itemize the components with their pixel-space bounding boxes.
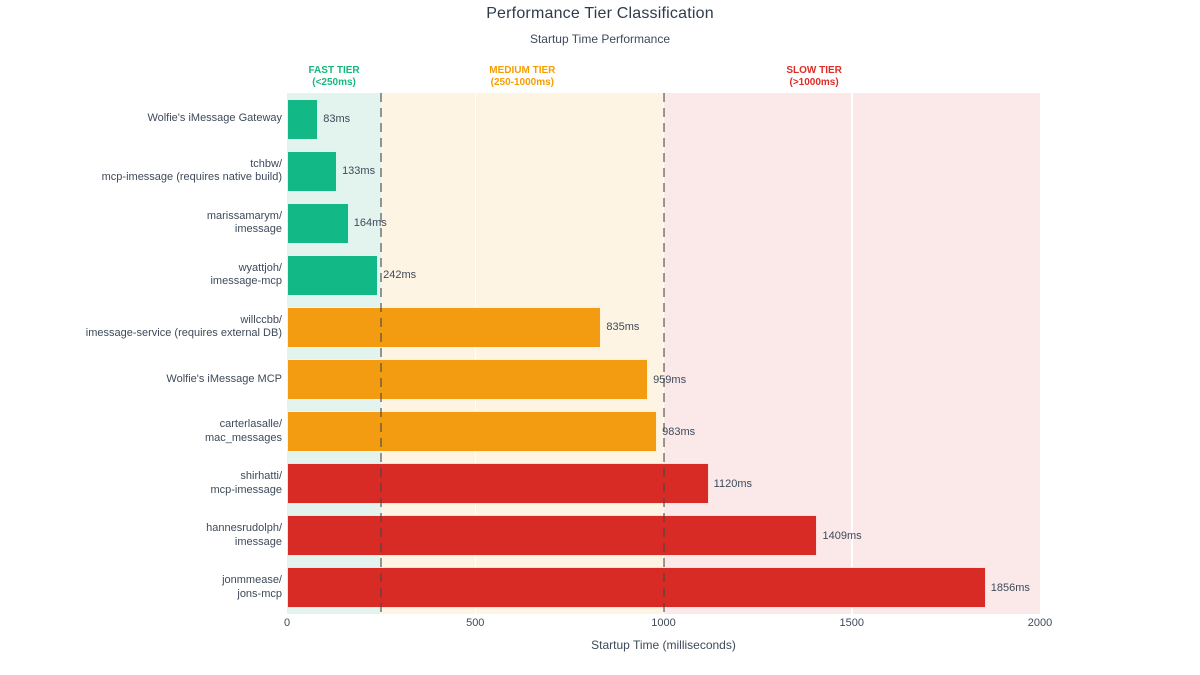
- bar-1: [287, 98, 319, 140]
- bar-value-9: 1409ms: [822, 529, 862, 542]
- x-axis-ticks: 0 500 1000 1500 2000: [283, 617, 1052, 631]
- tier-label-medium: MEDIUM TIER (250-1000ms): [489, 65, 555, 89]
- tier-label-fast-range: (<250ms): [312, 77, 356, 88]
- bar-10: [287, 567, 986, 609]
- bar-value-8: 1120ms: [713, 477, 752, 490]
- x-tick-2000: 2000: [1027, 617, 1053, 629]
- tier-label-fast: FAST TIER (<250ms): [309, 65, 360, 89]
- bar-value-3: 164ms: [353, 217, 387, 230]
- bar-value-10: 1856ms: [990, 581, 1030, 594]
- category-label-10: jonmmease/ jons-mcp: [222, 574, 282, 600]
- tier-guide-1000ms: [662, 93, 665, 614]
- gridline-1500: [851, 93, 853, 614]
- tier-label-slow-range: (>1000ms): [789, 77, 839, 88]
- category-label-7: carterlasalle/ mac_messages: [204, 418, 282, 444]
- x-tick-1500: 1500: [839, 617, 864, 629]
- bar-value-1: 83ms: [323, 113, 351, 126]
- category-label-5: willccbb/ imessage-service (requires ext…: [85, 313, 282, 340]
- bar-value-2: 133ms: [342, 165, 376, 178]
- tier-label-medium-range: (250-1000ms): [490, 77, 554, 88]
- bar-value-5: 835ms: [606, 321, 640, 334]
- tier-label-fast-name: FAST TIER: [308, 65, 360, 76]
- x-axis-title: Startup Time (milliseconds): [591, 638, 736, 652]
- category-label-1: Wolfie's iMessage Gateway: [147, 112, 282, 125]
- bar-8: [287, 463, 709, 505]
- category-label-8: shirhatti/ mcp-imessage: [210, 470, 282, 496]
- bar-7: [287, 411, 658, 453]
- category-label-4: wyattjoh/ imessage-mcp: [210, 261, 282, 288]
- bar-4: [287, 254, 379, 296]
- x-tick-500: 500: [466, 617, 485, 629]
- category-label-9: hannesrudolph/ imessage: [206, 522, 282, 548]
- category-axis-labels: Wolfie's iMessage Gateway tchbw/ mcp-imes…: [0, 93, 282, 614]
- bar-value-4: 242ms: [383, 269, 417, 282]
- plot-area: 83ms 133ms 164ms 242ms 835ms 959ms 983ms 1120ms…: [287, 93, 1040, 614]
- category-label-2: tchbw/ mcp-imessage (requires native bui…: [101, 157, 282, 184]
- bar-value-7: 983ms: [662, 425, 696, 438]
- chart-subtitle: Startup Time Performance: [529, 32, 671, 46]
- bar-6: [287, 359, 649, 401]
- tier-annotations: FAST TIER (<250ms) MEDIUM TIER (250-1000ms)…: [287, 65, 1040, 91]
- category-label-3: marissamarym/ imessage: [206, 209, 282, 236]
- x-tick-1000: 1000: [651, 617, 676, 629]
- bar-2: [287, 150, 338, 192]
- category-label-6: Wolfie's iMessage MCP: [166, 372, 282, 385]
- bar-value-6: 959ms: [653, 373, 687, 386]
- bar-3: [287, 202, 349, 244]
- tier-guide-250ms: [380, 93, 383, 614]
- x-tick-0: 0: [283, 617, 291, 629]
- chart-title: Performance Tier Classification: [486, 5, 714, 22]
- tier-label-medium-name: MEDIUM TIER: [489, 65, 556, 76]
- gridline-500: [474, 93, 476, 614]
- tier-label-slow-name: SLOW TIER: [786, 65, 842, 76]
- tier-label-slow: SLOW TIER (>1000ms): [786, 65, 842, 89]
- bar-9: [287, 515, 818, 557]
- bar-5: [287, 306, 602, 348]
